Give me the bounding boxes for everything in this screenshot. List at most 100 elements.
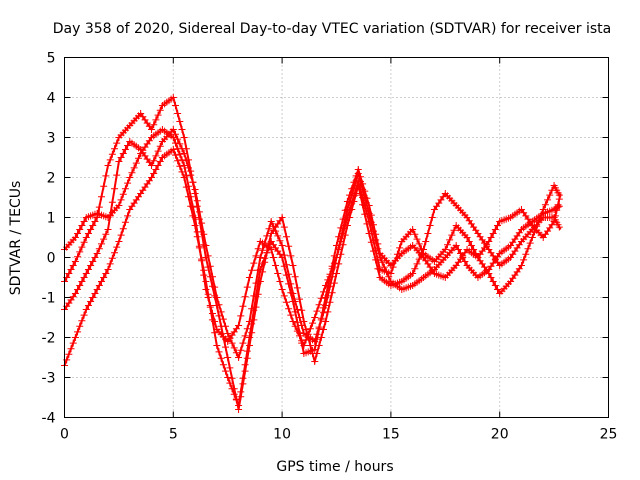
data-point-marker	[265, 225, 273, 233]
data-point-marker	[148, 174, 156, 181]
data-point-marker	[235, 402, 243, 409]
data-point-marker	[156, 158, 164, 165]
data-point-marker	[291, 308, 299, 316]
data-point-marker	[315, 325, 323, 333]
data-point-marker	[319, 326, 327, 333]
data-point-marker	[372, 230, 380, 238]
data-point-marker	[78, 278, 86, 285]
data-point-marker	[354, 166, 362, 173]
data-point-marker	[176, 162, 184, 170]
data-point-marker	[239, 339, 247, 347]
data-point-marker	[296, 329, 304, 337]
data-point-marker	[93, 286, 101, 293]
data-point-marker	[374, 256, 382, 264]
data-point-marker	[446, 236, 454, 244]
data-point-marker	[243, 283, 251, 291]
data-point-marker	[71, 258, 79, 265]
data-point-marker	[322, 318, 330, 325]
data-point-marker	[372, 246, 380, 254]
data-point-marker	[180, 162, 188, 169]
data-point-marker	[95, 245, 103, 253]
data-point-marker	[259, 260, 267, 268]
data-point-marker	[195, 208, 203, 216]
data-point-marker	[319, 304, 327, 312]
data-point-marker	[328, 289, 336, 297]
data-point-marker	[180, 174, 188, 181]
data-point-marker	[309, 319, 317, 327]
data-point-marker	[335, 260, 343, 268]
data-point-marker	[182, 183, 190, 191]
data-point-marker	[517, 262, 525, 269]
data-point-marker	[176, 140, 184, 148]
data-point-marker	[278, 254, 286, 261]
data-point-marker	[352, 172, 360, 180]
data-point-marker	[315, 342, 323, 349]
x-tick-label: 10	[273, 427, 291, 443]
data-point-marker	[152, 166, 160, 173]
data-point-marker	[191, 222, 199, 229]
data-point-marker	[491, 226, 499, 233]
data-point-marker	[282, 233, 290, 241]
data-point-marker	[106, 212, 114, 220]
data-point-marker	[544, 196, 552, 204]
data-point-marker	[361, 187, 369, 195]
data-point-marker	[415, 240, 423, 248]
data-point-marker	[91, 218, 99, 225]
data-point-marker	[204, 290, 212, 298]
data-point-marker	[494, 286, 502, 293]
data-point-marker	[178, 145, 186, 153]
data-point-marker	[222, 322, 230, 330]
data-point-marker	[208, 273, 216, 281]
data-point-marker	[298, 339, 306, 347]
data-point-marker	[278, 242, 286, 249]
data-point-marker	[65, 270, 73, 277]
data-point-marker	[108, 198, 116, 206]
data-point-marker	[374, 240, 382, 248]
data-point-marker	[326, 298, 334, 306]
data-point-marker	[317, 294, 325, 302]
data-point-marker	[293, 318, 301, 326]
data-point-marker	[78, 317, 86, 325]
data-point-marker	[213, 342, 221, 349]
data-point-marker	[97, 193, 105, 201]
data-point-marker	[121, 146, 129, 153]
data-point-marker	[195, 244, 203, 252]
data-point-marker	[365, 202, 373, 209]
data-point-marker	[387, 270, 395, 277]
x-tick-label: 25	[600, 427, 618, 443]
data-point-marker	[124, 179, 132, 187]
data-point-marker	[97, 240, 105, 248]
data-point-marker	[535, 217, 543, 225]
data-point-marker	[174, 157, 182, 165]
data-point-marker	[226, 334, 234, 342]
data-point-marker	[80, 218, 88, 225]
data-point-marker	[121, 185, 129, 193]
data-point-marker	[485, 238, 493, 245]
data-point-marker	[204, 252, 212, 260]
data-point-marker	[171, 151, 179, 159]
data-point-marker	[276, 237, 284, 245]
data-point-marker	[341, 206, 349, 214]
data-point-marker	[322, 294, 330, 301]
data-point-marker	[526, 239, 534, 247]
data-point-marker	[291, 273, 299, 281]
data-point-marker	[108, 150, 116, 158]
data-point-marker	[219, 315, 227, 323]
data-point-marker	[443, 241, 451, 249]
data-point-marker	[198, 255, 206, 263]
data-point-marker	[411, 230, 419, 238]
data-point-marker	[276, 278, 284, 285]
data-point-marker	[171, 130, 179, 138]
data-point-marker	[208, 316, 216, 324]
data-point-marker	[154, 147, 162, 155]
data-point-marker	[117, 154, 125, 161]
data-point-marker	[278, 214, 286, 221]
data-point-marker	[202, 278, 210, 285]
data-point-marker	[74, 253, 82, 261]
data-point-marker	[241, 361, 249, 369]
data-point-marker	[180, 134, 188, 141]
data-point-marker	[337, 250, 345, 258]
data-point-marker	[485, 270, 493, 277]
data-point-marker	[224, 330, 232, 337]
data-point-marker	[87, 226, 95, 233]
